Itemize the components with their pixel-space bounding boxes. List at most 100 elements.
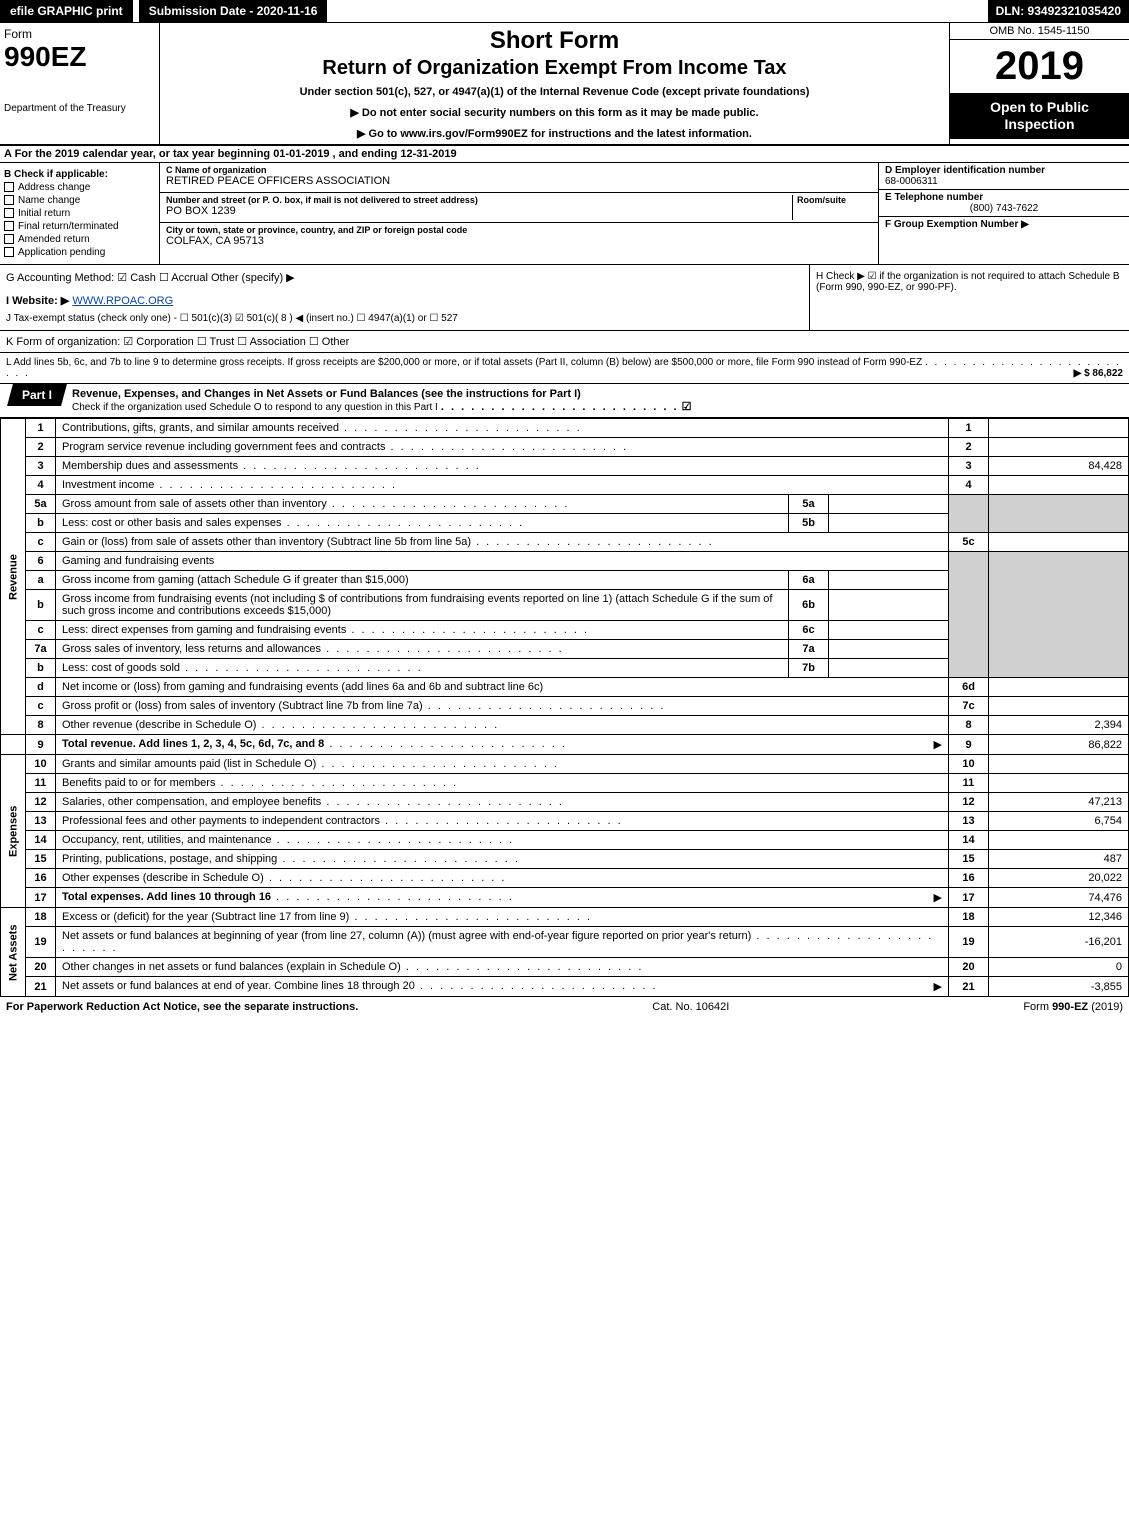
line-16-col: 16: [949, 869, 989, 888]
row-gh: G Accounting Method: ☑ Cash ☐ Accrual Ot…: [0, 265, 1129, 331]
dept-treasury: Department of the Treasury: [4, 103, 155, 114]
line-2-num: 2: [26, 438, 56, 457]
line-12-desc: Salaries, other compensation, and employ…: [56, 793, 949, 812]
line-19-col: 19: [949, 927, 989, 958]
phone-label: E Telephone number: [885, 192, 1123, 203]
top-bar: efile GRAPHIC print Submission Date - 20…: [0, 0, 1129, 23]
line-16-desc: Other expenses (describe in Schedule O): [56, 869, 949, 888]
line-5a-subval: [829, 495, 949, 514]
col-b-title: B Check if applicable:: [4, 169, 155, 180]
line-1-num: 1: [26, 419, 56, 438]
under-section: Under section 501(c), 527, or 4947(a)(1)…: [170, 86, 939, 98]
line-18-num: 18: [26, 908, 56, 927]
line-9-desc: Total revenue. Add lines 1, 2, 3, 4, 5c,…: [56, 735, 949, 755]
line-4-desc: Investment income: [56, 476, 949, 495]
efile-print-button[interactable]: efile GRAPHIC print: [0, 0, 133, 22]
return-title: Return of Organization Exempt From Incom…: [170, 57, 939, 80]
chk-initial-return[interactable]: Initial return: [4, 208, 155, 219]
header-left: Form 990EZ Department of the Treasury: [0, 23, 160, 144]
open-public-badge: Open to Public Inspection: [950, 93, 1129, 139]
part1-table: Revenue 1 Contributions, gifts, grants, …: [0, 418, 1129, 997]
form-header: Form 990EZ Department of the Treasury Sh…: [0, 23, 1129, 146]
line-3-desc: Membership dues and assessments: [56, 457, 949, 476]
line-20-num: 20: [26, 958, 56, 977]
line-7b-subval: [829, 659, 949, 678]
line-7a-desc: Gross sales of inventory, less returns a…: [56, 640, 789, 659]
line-5c-val: [989, 533, 1129, 552]
chk-address-change[interactable]: Address change: [4, 182, 155, 193]
line-5b-num: b: [26, 514, 56, 533]
line-1-val: [989, 419, 1129, 438]
paperwork-notice: For Paperwork Reduction Act Notice, see …: [6, 1001, 358, 1013]
line-6a-num: a: [26, 571, 56, 590]
line-14-desc: Occupancy, rent, utilities, and maintena…: [56, 831, 949, 850]
line-18-desc: Excess or (deficit) for the year (Subtra…: [56, 908, 949, 927]
row-h-schedule-b: H Check ▶ ☑ if the organization is not r…: [809, 265, 1129, 330]
line-1-desc: Contributions, gifts, grants, and simila…: [56, 419, 949, 438]
part1-check-text: Check if the organization used Schedule …: [72, 402, 438, 413]
submission-date-button[interactable]: Submission Date - 2020-11-16: [139, 0, 328, 22]
line-5a-desc: Gross amount from sale of assets other t…: [56, 495, 789, 514]
group-exemption-label: F Group Exemption Number ▶: [885, 219, 1123, 230]
gross-receipts-amount: ▶ $ 86,822: [1074, 368, 1123, 379]
line-6b-subval: [829, 590, 949, 621]
line-7b-desc: Less: cost of goods sold: [56, 659, 789, 678]
line-6a-subval: [829, 571, 949, 590]
line-16-num: 16: [26, 869, 56, 888]
line-7c-col: 7c: [949, 697, 989, 716]
line-5c-desc: Gain or (loss) from sale of assets other…: [56, 533, 949, 552]
chk-final-return[interactable]: Final return/terminated: [4, 221, 155, 232]
line-6b-num: b: [26, 590, 56, 621]
dln-label: DLN: 93492321035420: [988, 0, 1129, 22]
line-4-num: 4: [26, 476, 56, 495]
line-21-num: 21: [26, 977, 56, 997]
line-8-col: 8: [949, 716, 989, 735]
line-6-desc: Gaming and fundraising events: [56, 552, 949, 571]
line-7c-desc: Gross profit or (loss) from sales of inv…: [56, 697, 949, 716]
org-address: PO BOX 1239: [166, 205, 792, 217]
website-link[interactable]: WWW.RPOAC.ORG: [72, 295, 173, 307]
row-a-taxyear: A For the 2019 calendar year, or tax yea…: [0, 146, 1129, 163]
line-3-val: 84,428: [989, 457, 1129, 476]
line-11-num: 11: [26, 774, 56, 793]
line-6-greyval: [989, 552, 1129, 678]
line-7b-subcol: 7b: [789, 659, 829, 678]
line-18-val: 12,346: [989, 908, 1129, 927]
line-5b-desc: Less: cost or other basis and sales expe…: [56, 514, 789, 533]
line-12-col: 12: [949, 793, 989, 812]
line-19-desc: Net assets or fund balances at beginning…: [56, 927, 949, 958]
line-6d-desc: Net income or (loss) from gaming and fun…: [56, 678, 949, 697]
line-10-val: [989, 755, 1129, 774]
line-7c-val: [989, 697, 1129, 716]
line-13-num: 13: [26, 812, 56, 831]
line-14-num: 14: [26, 831, 56, 850]
line-6-grey: [949, 552, 989, 678]
ein-label: D Employer identification number: [885, 165, 1123, 176]
header-right: OMB No. 1545-1150 2019 Open to Public In…: [949, 23, 1129, 144]
line-6c-num: c: [26, 621, 56, 640]
line-3-num: 3: [26, 457, 56, 476]
chk-name-change[interactable]: Name change: [4, 195, 155, 206]
col-b-checkboxes: B Check if applicable: Address change Na…: [0, 163, 160, 264]
part1-checkbox[interactable]: ☑: [682, 401, 692, 413]
line-5c-num: c: [26, 533, 56, 552]
line-6d-col: 6d: [949, 678, 989, 697]
line-6b-desc: Gross income from fundraising events (no…: [56, 590, 789, 621]
line-8-num: 8: [26, 716, 56, 735]
line-6c-desc: Less: direct expenses from gaming and fu…: [56, 621, 789, 640]
line-10-col: 10: [949, 755, 989, 774]
line-6d-num: d: [26, 678, 56, 697]
line-6c-subval: [829, 621, 949, 640]
line-1-col: 1: [949, 419, 989, 438]
line-9-num: 9: [26, 735, 56, 755]
side-revenue: Revenue: [1, 419, 26, 735]
line-13-col: 13: [949, 812, 989, 831]
tax-exempt-status: J Tax-exempt status (check only one) - ☐…: [6, 313, 803, 324]
line-5a-num: 5a: [26, 495, 56, 514]
footer: For Paperwork Reduction Act Notice, see …: [0, 997, 1129, 1017]
chk-application-pending[interactable]: Application pending: [4, 247, 155, 258]
chk-amended-return[interactable]: Amended return: [4, 234, 155, 245]
city-label: City or town, state or province, country…: [166, 225, 872, 235]
line-16-val: 20,022: [989, 869, 1129, 888]
line-15-col: 15: [949, 850, 989, 869]
